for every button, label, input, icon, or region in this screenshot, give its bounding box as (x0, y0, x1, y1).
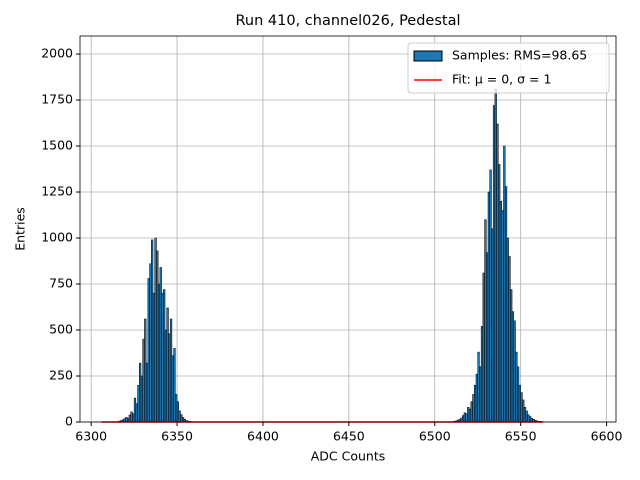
bar (176, 401, 180, 423)
bar (501, 210, 504, 423)
y-tick-label: 750 (49, 276, 73, 291)
bar (477, 351, 480, 423)
y-tick-label: 500 (49, 322, 73, 337)
legend-swatch (413, 50, 443, 62)
legend-label: Fit: μ = 0, σ = 1 (452, 72, 551, 87)
legend: Samples: RMS=98.65 Fit: μ = 0, σ = 1 (407, 42, 610, 94)
bar (169, 318, 173, 423)
bar (161, 292, 164, 423)
bar (180, 414, 183, 423)
bar (166, 307, 169, 423)
bar (467, 407, 470, 423)
y-tick-label: 0 (65, 414, 73, 429)
bar (515, 351, 518, 423)
bar (168, 333, 171, 423)
bar (499, 200, 503, 423)
x-tick-label: 6400 (247, 429, 279, 444)
bar (513, 320, 516, 423)
bar (525, 410, 528, 423)
bar (468, 408, 472, 423)
bar (154, 237, 157, 423)
bar (508, 256, 511, 423)
bar (511, 311, 515, 423)
legend-box (407, 42, 610, 94)
bar (503, 145, 506, 423)
bar (147, 278, 150, 423)
bar (151, 239, 154, 423)
bar (494, 88, 497, 423)
bar (175, 394, 178, 423)
bar (527, 414, 530, 423)
bar (472, 394, 475, 423)
bar (178, 410, 181, 423)
bar (489, 169, 492, 423)
x-tick-label: 6550 (505, 429, 537, 444)
x-tick-label: 6450 (333, 429, 365, 444)
bar (522, 399, 525, 423)
bar (461, 415, 465, 423)
bar (135, 403, 138, 423)
bar (144, 318, 147, 423)
y-tick-label: 1000 (41, 230, 73, 245)
bar (164, 329, 168, 423)
bar (157, 283, 161, 423)
bar (142, 338, 145, 423)
bar (145, 362, 149, 423)
bar (159, 267, 162, 423)
chart-title: Run 410, channel026, Pedestal (235, 13, 460, 29)
bar (463, 412, 466, 423)
bar (152, 292, 155, 423)
bar (510, 289, 513, 423)
bar (504, 186, 508, 423)
bar (470, 401, 473, 423)
bar (139, 362, 142, 423)
y-tick-label: 1500 (41, 138, 73, 153)
bar (173, 348, 176, 423)
bar (491, 228, 494, 423)
bar (474, 384, 477, 423)
bar (133, 397, 137, 423)
bar (475, 373, 478, 423)
bar (140, 375, 143, 423)
axes: 6300 6350 6400 6450 6500 6550 6600 0 250 500 750 10… (41, 46, 622, 444)
x-tick-label: 6300 (75, 429, 107, 444)
bar (528, 416, 532, 423)
bar (149, 263, 152, 423)
bar (156, 250, 159, 423)
y-tick-label: 1750 (41, 92, 73, 107)
bar (132, 413, 135, 423)
bar (518, 384, 521, 423)
bar (482, 272, 485, 423)
bar (479, 366, 482, 423)
bar (137, 384, 140, 423)
bar (128, 414, 131, 423)
x-tick-label: 6600 (591, 429, 623, 444)
bar (130, 411, 133, 423)
x-axis-label: ADC Counts (311, 449, 386, 464)
x-tick-label: 6500 (419, 429, 451, 444)
bar (487, 191, 490, 423)
bar (492, 105, 496, 423)
bar (496, 123, 499, 423)
bar (520, 392, 523, 423)
bar (498, 164, 501, 423)
y-axis-label: Entries (13, 207, 28, 251)
axes-frame (79, 35, 617, 423)
bar (484, 219, 487, 423)
bar (171, 355, 174, 423)
bar (465, 413, 468, 423)
y-tick-label: 250 (49, 368, 73, 383)
bar (480, 326, 484, 423)
bar (506, 237, 509, 423)
x-tick-label: 6350 (161, 429, 193, 444)
bar (516, 366, 520, 423)
legend-label: Samples: RMS=98.65 (452, 48, 587, 63)
y-tick-label: 1250 (41, 184, 73, 199)
bar (523, 407, 527, 423)
bar (486, 252, 489, 423)
y-tick-label: 2000 (41, 46, 73, 61)
bar (163, 289, 166, 423)
